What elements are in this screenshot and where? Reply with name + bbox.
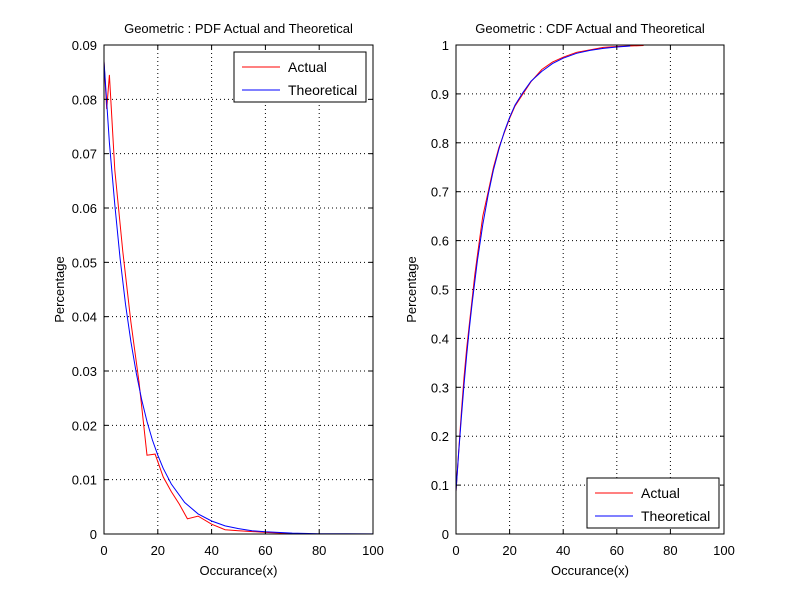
legend-label-theoretical: Theoretical [288,82,357,98]
y-tick-label: 0.05 [72,255,97,270]
x-tick-label: 60 [258,543,272,558]
y-tick-label: 1 [442,38,449,53]
y-tick-label: 0.2 [431,429,449,444]
plot-area [104,45,373,534]
legend-label-actual: Actual [641,485,680,501]
y-tick-label: 0.8 [431,136,449,151]
y-tick-label: 0.4 [431,331,449,346]
chart-panel-2: 0 20 40 60 80 100 0 0.1 0.2 0.3 0.4 0.5 0.6 0.7 0.8 0.9… [404,21,735,578]
y-axis-label: Percentage [404,256,419,323]
x-tick-label: 20 [502,543,516,558]
legend-box [233,51,367,103]
y-axis-label: Percentage [52,256,67,323]
y-tick-label: 0.01 [72,473,97,488]
series-line-actual [103,61,293,534]
y-tick-label: 0.03 [72,364,97,379]
x-tick-label: 0 [452,543,459,558]
y-tick-label: 0.07 [72,147,97,162]
x-tick-label: 40 [556,543,570,558]
y-tick-label: 0.5 [431,283,449,298]
x-tick-label: 100 [362,543,384,558]
y-tick-label: 0.08 [72,92,97,107]
y-tick-label: 0.09 [72,38,97,53]
y-tick-label: 0.7 [431,185,449,200]
x-axis-label: Occurance(x) [551,563,629,578]
chart-title: Geometric : PDF Actual and Theoretical [124,21,353,36]
x-tick-label: 40 [204,543,218,558]
legend-label-actual: Actual [288,59,327,75]
y-tick-label: 0.1 [431,478,449,493]
y-tick-label: 0.3 [431,380,449,395]
y-tick-label: 0 [442,527,449,542]
y-tick-label: 0.6 [431,234,449,249]
x-tick-label: 80 [312,543,326,558]
y-tick-label: 0.06 [72,201,97,216]
x-tick-label: 60 [610,543,624,558]
chart-panel-1: 0 20 40 60 80 100 0 0.01 0.02 0.03 0.04 0.05 0.06 0.0… [52,21,384,578]
y-tick-label: 0.04 [72,310,97,325]
legend-box [586,477,720,529]
x-tick-label: 80 [663,543,677,558]
legend-label-theoretical: Theoretical [641,508,710,524]
legend: Actual Theoretical [586,477,720,529]
chart-title: Geometric : CDF Actual and Theoretical [475,21,705,36]
legend: Actual Theoretical [233,51,367,103]
x-axis-label: Occurance(x) [199,563,277,578]
x-tick-label: 100 [713,543,735,558]
y-tick-label: 0.9 [431,87,449,102]
axes-frame [103,44,374,535]
series-line-theoretical [103,61,374,535]
y-tick-label: 0.02 [72,418,97,433]
x-tick-label: 0 [100,543,107,558]
y-tick-label: 0 [90,527,97,542]
x-tick-label: 20 [151,543,165,558]
series-line-theoretical [455,45,631,492]
